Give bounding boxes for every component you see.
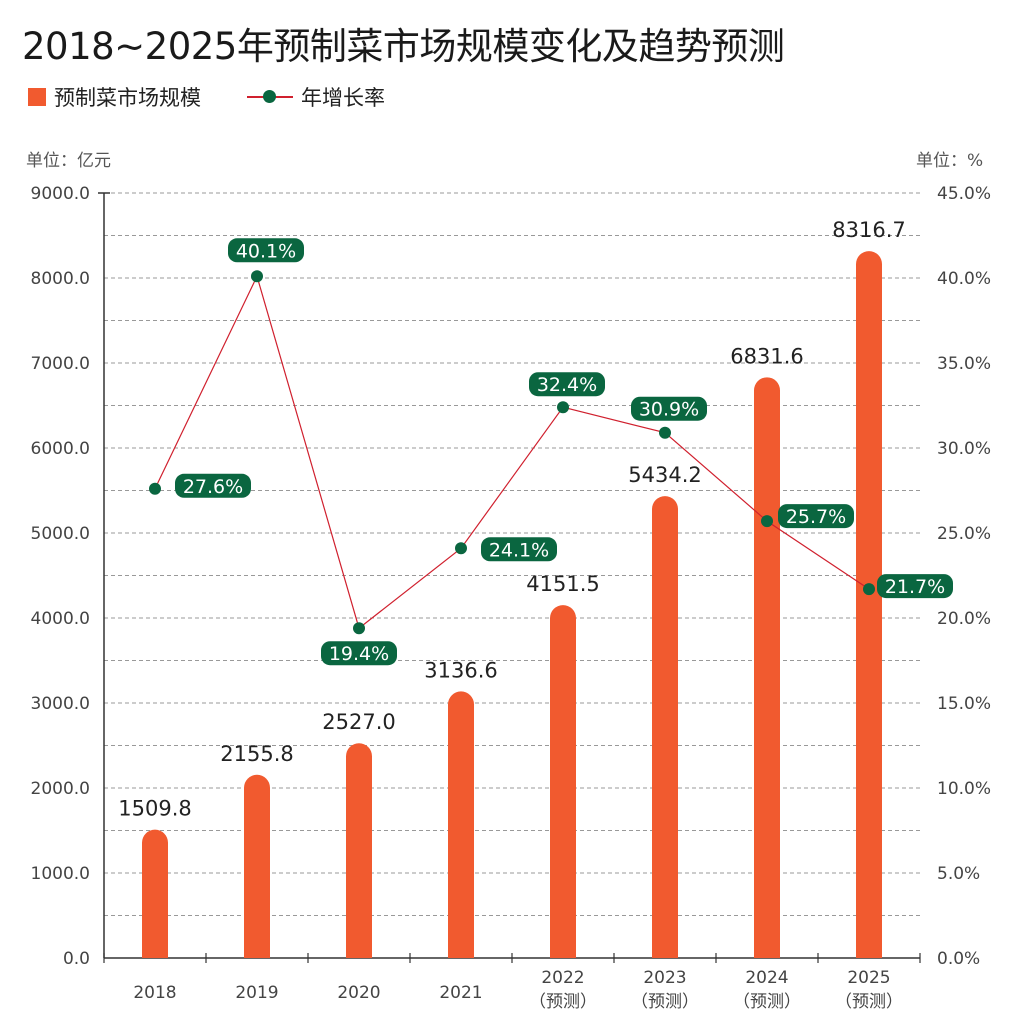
- bar: [244, 774, 270, 958]
- left-tick-label: 2000.0: [31, 779, 90, 799]
- left-tick-label: 0.0: [63, 949, 90, 969]
- left-tick-label: 6000.0: [31, 439, 90, 459]
- legend-line-label: 年增长率: [301, 86, 385, 110]
- growth-point: [863, 583, 875, 596]
- x-tick-label: 2021: [439, 983, 482, 1003]
- growth-point: [761, 515, 773, 528]
- right-tick-label: 35.0%: [937, 354, 991, 374]
- right-tick-label: 5.0%: [937, 864, 980, 884]
- left-tick-label: 5000.0: [31, 524, 90, 544]
- bar-value-label: 8316.7: [832, 218, 905, 242]
- growth-label: 24.1%: [489, 539, 549, 561]
- left-tick-label: 4000.0: [31, 609, 90, 629]
- right-tick-label: 45.0%: [937, 184, 991, 204]
- x-tick-label: 2023: [643, 968, 686, 988]
- legend-bar-swatch: [28, 88, 46, 106]
- bar-value-label: 2527.0: [322, 710, 395, 734]
- x-tick-label: 2018: [133, 983, 176, 1003]
- left-tick-label: 1000.0: [31, 864, 90, 884]
- growth-label-pill: [778, 504, 854, 529]
- right-tick-label: 20.0%: [937, 609, 991, 629]
- x-tick-sublabel: （预测）: [529, 992, 597, 1012]
- legend-bar-label: 预制菜市场规模: [54, 86, 201, 110]
- right-tick-label: 25.0%: [937, 524, 991, 544]
- growth-point: [251, 270, 263, 283]
- right-tick-label: 30.0%: [937, 439, 991, 459]
- right-tick-label: 40.0%: [937, 269, 991, 289]
- growth-label-pill: [175, 473, 251, 498]
- bar-value-label: 5434.2: [628, 463, 701, 487]
- growth-label-pill: [631, 396, 707, 421]
- growth-label-pill: [321, 641, 397, 666]
- growth-label: 30.9%: [639, 399, 699, 421]
- bar: [652, 496, 678, 958]
- left-axis-unit: 单位：亿元: [26, 151, 111, 171]
- bar: [754, 377, 780, 958]
- growth-label-pill: [877, 574, 953, 599]
- growth-point: [149, 482, 161, 495]
- right-axis-unit: 单位：%: [916, 151, 984, 171]
- growth-label: 27.6%: [183, 476, 243, 498]
- growth-label: 25.7%: [786, 506, 846, 528]
- bar: [856, 251, 882, 959]
- x-tick-label: 2025: [847, 968, 890, 988]
- growth-label-pill: [529, 372, 605, 397]
- bar-value-label: 6831.6: [730, 344, 803, 368]
- bar-value-label: 2155.8: [220, 742, 293, 766]
- left-tick-label: 9000.0: [31, 184, 90, 204]
- growth-label: 32.4%: [537, 374, 597, 396]
- growth-label-pill: [481, 537, 557, 562]
- bar: [346, 743, 372, 958]
- x-tick-sublabel: （预测）: [733, 992, 801, 1012]
- growth-point: [455, 542, 467, 555]
- x-tick-label: 2019: [235, 983, 278, 1003]
- x-tick-label: 2024: [745, 968, 788, 988]
- bar: [142, 829, 168, 958]
- growth-line: [154, 274, 870, 630]
- growth-label-pill: [228, 238, 304, 263]
- right-tick-label: 15.0%: [937, 694, 991, 714]
- legend-line-swatch: [247, 90, 293, 104]
- chart-title: 2018~2025年预制菜市场规模变化及趋势预测: [22, 25, 785, 68]
- bar: [448, 691, 474, 958]
- bar-value-label: 3136.6: [424, 658, 497, 682]
- x-tick-label: 2020: [337, 983, 380, 1003]
- growth-label: 19.4%: [329, 643, 389, 665]
- left-tick-label: 8000.0: [31, 269, 90, 289]
- bar-value-label: 1509.8: [118, 797, 191, 821]
- x-tick-sublabel: （预测）: [835, 992, 903, 1012]
- bar: [550, 605, 576, 958]
- right-tick-label: 10.0%: [937, 779, 991, 799]
- growth-point: [557, 401, 569, 414]
- x-tick-sublabel: （预测）: [631, 992, 699, 1012]
- left-tick-label: 3000.0: [31, 694, 90, 714]
- growth-point: [353, 622, 365, 635]
- growth-label: 40.1%: [236, 240, 296, 262]
- bar-value-label: 4151.5: [526, 572, 599, 596]
- growth-label: 21.7%: [885, 576, 945, 598]
- left-tick-label: 7000.0: [31, 354, 90, 374]
- x-tick-label: 2022: [541, 968, 584, 988]
- growth-point: [659, 426, 671, 439]
- legend: 预制菜市场规模 年增长率: [28, 82, 385, 112]
- right-tick-label: 0.0%: [937, 949, 980, 969]
